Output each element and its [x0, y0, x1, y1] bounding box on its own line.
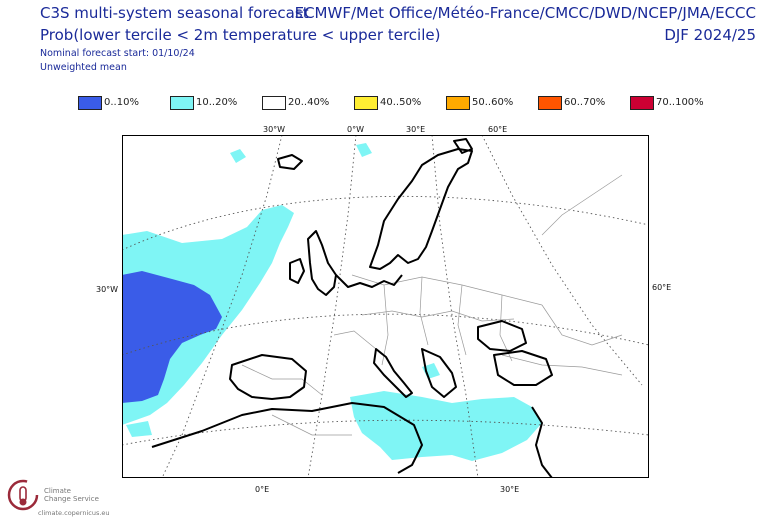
coast-balkans [421, 348, 457, 398]
legend-label: 0..10% [104, 97, 139, 108]
coast-svalbard [453, 138, 473, 154]
logo-name-line2: Change Service [44, 495, 99, 503]
coast-europe-north [335, 274, 403, 288]
title-line2: Prob(lower tercile < 2m temperature < up… [40, 26, 441, 44]
legend-label: 50..60% [472, 97, 514, 108]
cyan-patch-north2 [356, 143, 372, 157]
legend-label: 60..70% [564, 97, 606, 108]
coastlines [151, 138, 553, 478]
axis-top-30e: 30°E [406, 125, 426, 134]
forecast-map [122, 135, 649, 478]
legend-swatch [78, 96, 102, 110]
climate-logo-icon [7, 479, 39, 511]
legend-label: 70..100% [656, 97, 704, 108]
logo-name-line1: Climate [44, 487, 71, 495]
legend-label: 20..40% [288, 97, 330, 108]
axis-bottom-30e: 30°E [500, 485, 520, 494]
axis-top-60e: 60°E [488, 125, 508, 134]
blue-region-atlantic [122, 271, 222, 403]
map-frame [122, 135, 649, 478]
coast-north-africa [151, 402, 423, 474]
legend-swatch [630, 96, 654, 110]
axis-right-60e: 60°E [652, 283, 672, 292]
coast-ireland [289, 258, 305, 284]
axis-bottom-0e: 0°E [255, 485, 270, 494]
coast-africa-east [531, 406, 553, 478]
season-label: DJF 2024/25 [664, 26, 756, 44]
systems-label: ECMWF/Met Office/Météo-France/CMCC/DWD/N… [294, 4, 756, 22]
coast-italy [373, 348, 413, 398]
coast-iberia [229, 354, 307, 400]
legend-label: 40..50% [380, 97, 422, 108]
coast-iceland [277, 154, 303, 170]
legend-swatch [170, 96, 194, 110]
legend-swatch [262, 96, 286, 110]
coast-anatolia [493, 350, 553, 386]
cyan-region-mediterranean [350, 391, 542, 461]
legend-swatch [354, 96, 378, 110]
cyan-patch-south [126, 421, 152, 437]
coast-black-sea [477, 320, 527, 352]
coast-british-isles [307, 230, 337, 296]
nominal-start-label: Nominal forecast start: 01/10/24 [40, 48, 195, 59]
coast-scandinavia [369, 148, 473, 270]
cyan-patch-north [230, 149, 246, 163]
title-line1: C3S multi-system seasonal forecast [40, 4, 309, 22]
legend-swatch [538, 96, 562, 110]
legend-label: 10..20% [196, 97, 238, 108]
blue-shading [122, 271, 222, 403]
axis-top-0w: 0°W [347, 125, 364, 134]
legend-swatch [446, 96, 470, 110]
weighting-label: Unweighted mean [40, 62, 127, 73]
axis-left-30w: 30°W [96, 285, 119, 294]
axis-top-30w: 30°W [263, 125, 286, 134]
logo-url: climate.copernicus.eu [38, 509, 110, 517]
